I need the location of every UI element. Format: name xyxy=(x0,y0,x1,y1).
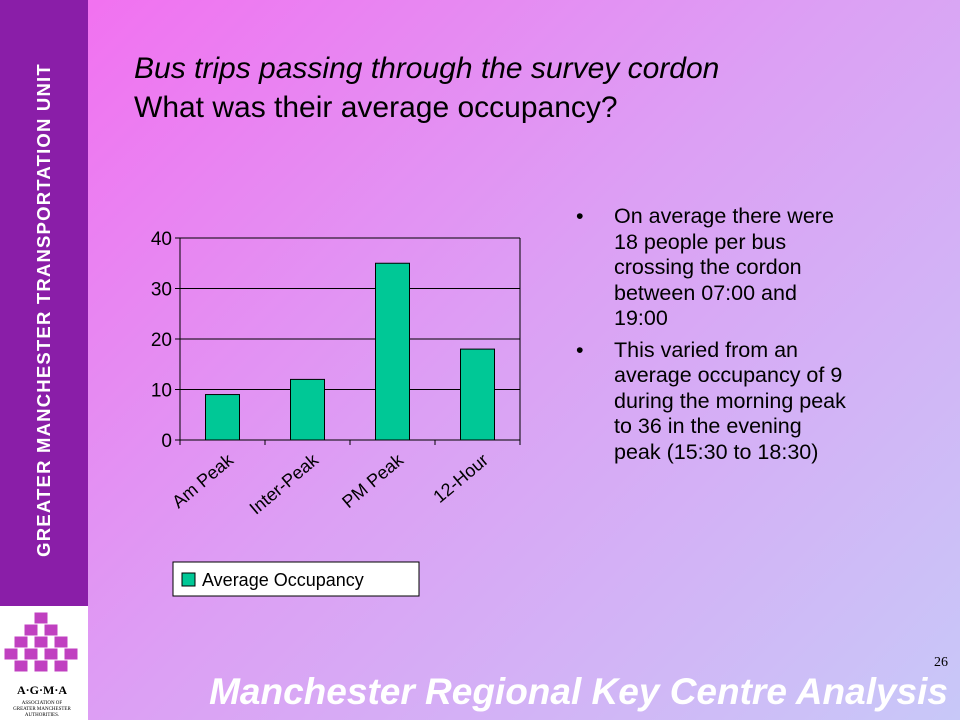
logo-caption: ASSOCIATION OF xyxy=(22,701,63,706)
x-tick-label: 12-Hour xyxy=(429,450,492,507)
x-tick-label: Am Peak xyxy=(168,449,238,512)
bar xyxy=(375,262,410,441)
page-number: 26 xyxy=(934,655,948,670)
y-tick-label: 20 xyxy=(151,330,172,351)
bullet: On average there were 18 people per bus … xyxy=(572,204,852,332)
bar xyxy=(290,378,325,441)
legend-swatch xyxy=(181,572,196,587)
sidebar xyxy=(0,0,88,720)
logo-caption: GREATER MANCHESTER xyxy=(13,707,71,712)
y-tick-label: 40 xyxy=(151,229,172,250)
bullet: This varied from an average occupancy of… xyxy=(572,338,852,466)
slide-subtitle: What was their average occupancy? xyxy=(134,91,618,124)
legend-label: Average Occupancy xyxy=(202,570,364,590)
logo-name: A·G·M·A xyxy=(17,683,67,697)
bar xyxy=(205,394,240,441)
y-tick-label: 30 xyxy=(151,280,172,301)
bar xyxy=(460,348,495,441)
x-tick-label: PM Peak xyxy=(338,449,408,512)
legend-box xyxy=(172,561,420,597)
x-tick-label: Inter-Peak xyxy=(246,449,323,518)
footer: Manchester Regional Key Centre Analysis xyxy=(209,671,948,712)
bullet-list: On average there were 18 people per bus … xyxy=(572,204,852,471)
slide-title: Bus trips passing through the survey cor… xyxy=(134,52,719,85)
y-tick-label: 10 xyxy=(151,381,172,402)
sidebar-text: GREATER MANCHESTER TRANSPORTATION UNIT xyxy=(33,63,54,557)
logo-caption: AUTHORITIES. xyxy=(25,713,59,718)
logo-cubes xyxy=(3,611,79,673)
y-tick-label: 0 xyxy=(161,431,172,452)
